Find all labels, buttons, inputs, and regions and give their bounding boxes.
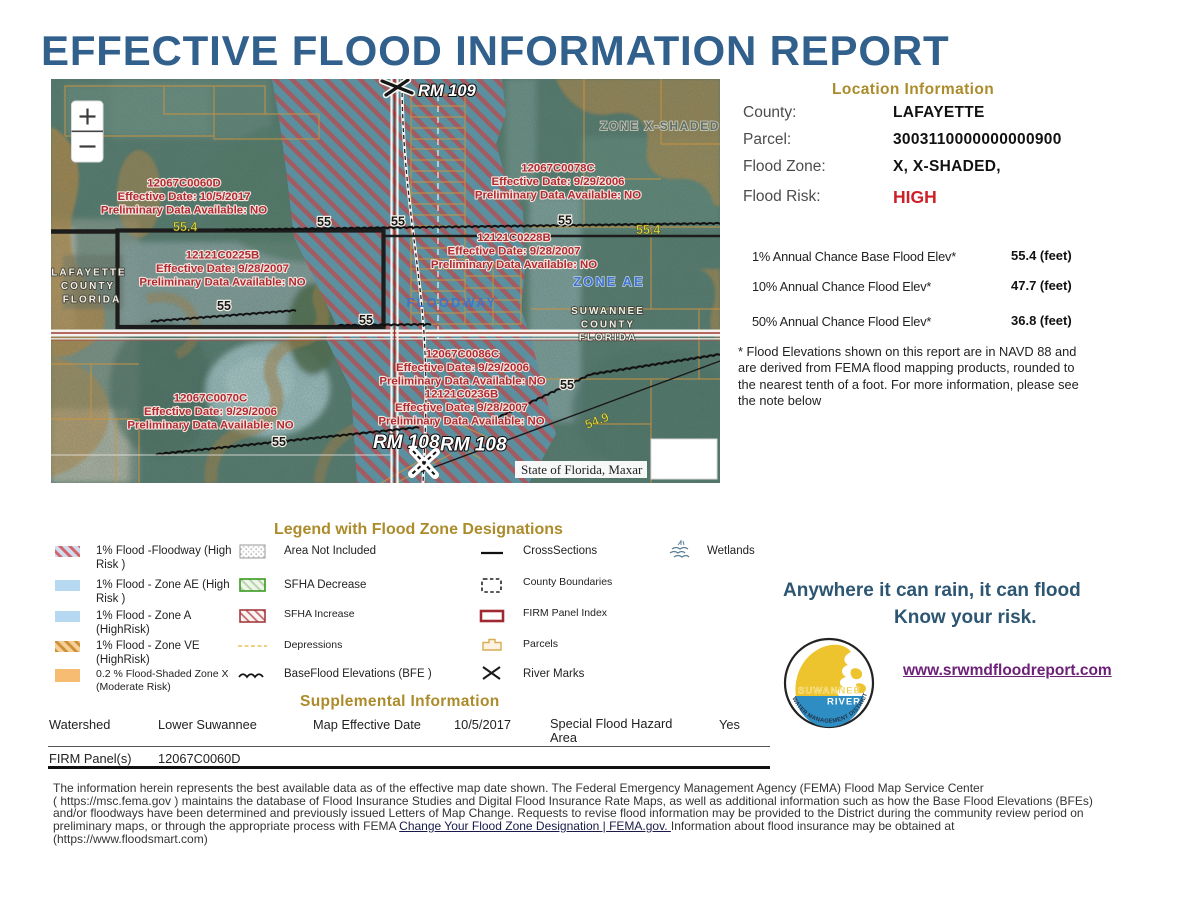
svg-text:12067C0086C: 12067C0086C <box>426 349 499 361</box>
svg-text:Preliminary Data Available: NO: Preliminary Data Available: NO <box>378 416 544 428</box>
svg-text:55: 55 <box>560 378 574 392</box>
svg-text:Effective Date: 10/5/2017: Effective Date: 10/5/2017 <box>118 191 251 203</box>
svg-text:RM 108: RM 108 <box>373 432 440 453</box>
svg-text:12121C0225B: 12121C0225B <box>186 250 259 262</box>
svg-text:SUWANNEE: SUWANNEE <box>798 686 861 697</box>
svg-text:Effective Date: 9/29/2006: Effective Date: 9/29/2006 <box>396 362 529 374</box>
svg-text:FLORIDA: FLORIDA <box>579 333 637 344</box>
svg-text:Preliminary Data Available: NO: Preliminary Data Available: NO <box>139 277 305 289</box>
svg-text:COUNTY: COUNTY <box>61 281 115 292</box>
svg-text:55: 55 <box>391 215 405 229</box>
svg-text:55.4: 55.4 <box>636 223 660 237</box>
svg-text:55: 55 <box>217 299 231 313</box>
svg-text:LAFAYETTE: LAFAYETTE <box>51 268 126 279</box>
svg-text:SUWANNEE: SUWANNEE <box>571 306 645 317</box>
svg-text:55: 55 <box>359 313 373 327</box>
svg-text:55.4: 55.4 <box>173 220 197 234</box>
svg-text:12067C0060D: 12067C0060D <box>147 178 220 190</box>
svg-text:Preliminary Data Available: NO: Preliminary Data Available: NO <box>431 259 597 271</box>
svg-text:ZONE X-SHADED: ZONE X-SHADED <box>600 119 720 133</box>
svg-text:55: 55 <box>272 435 286 449</box>
svg-text:Preliminary Data Available: NO: Preliminary Data Available: NO <box>101 205 267 217</box>
svg-text:RIVER: RIVER <box>827 697 861 708</box>
svg-text:Effective Date: 9/29/2006: Effective Date: 9/29/2006 <box>492 176 625 188</box>
svg-text:RM 108: RM 108 <box>440 435 507 456</box>
svg-text:12121C0236B: 12121C0236B <box>425 389 498 401</box>
svg-text:12067C0070C: 12067C0070C <box>174 393 247 405</box>
svg-text:Effective Date: 9/29/2006: Effective Date: 9/29/2006 <box>144 406 277 418</box>
svg-text:Effective Date: 9/28/2007: Effective Date: 9/28/2007 <box>395 402 528 414</box>
svg-text:12067C0078C: 12067C0078C <box>521 163 594 175</box>
svg-text:Preliminary Data Available: NO: Preliminary Data Available: NO <box>475 190 641 202</box>
svg-text:55: 55 <box>558 214 572 228</box>
svg-text:Effective Date: 9/28/2007: Effective Date: 9/28/2007 <box>448 246 581 258</box>
svg-text:FLORIDA: FLORIDA <box>63 295 121 306</box>
svg-text:Preliminary Data Available: NO: Preliminary Data Available: NO <box>127 420 293 432</box>
svg-text:State of Florida, Maxar: State of Florida, Maxar <box>521 462 643 477</box>
svg-text:ZONE AE: ZONE AE <box>573 274 644 289</box>
svg-text:FLOODWAY: FLOODWAY <box>406 296 497 310</box>
svg-text:COUNTY: COUNTY <box>581 320 635 331</box>
svg-text:Preliminary Data Available: NO: Preliminary Data Available: NO <box>379 376 545 388</box>
svg-text:12121C0228B: 12121C0228B <box>477 232 550 244</box>
svg-text:Effective Date: 9/28/2007: Effective Date: 9/28/2007 <box>156 263 289 275</box>
svg-text:RM 109: RM 109 <box>418 82 477 100</box>
svg-text:55: 55 <box>317 215 331 229</box>
